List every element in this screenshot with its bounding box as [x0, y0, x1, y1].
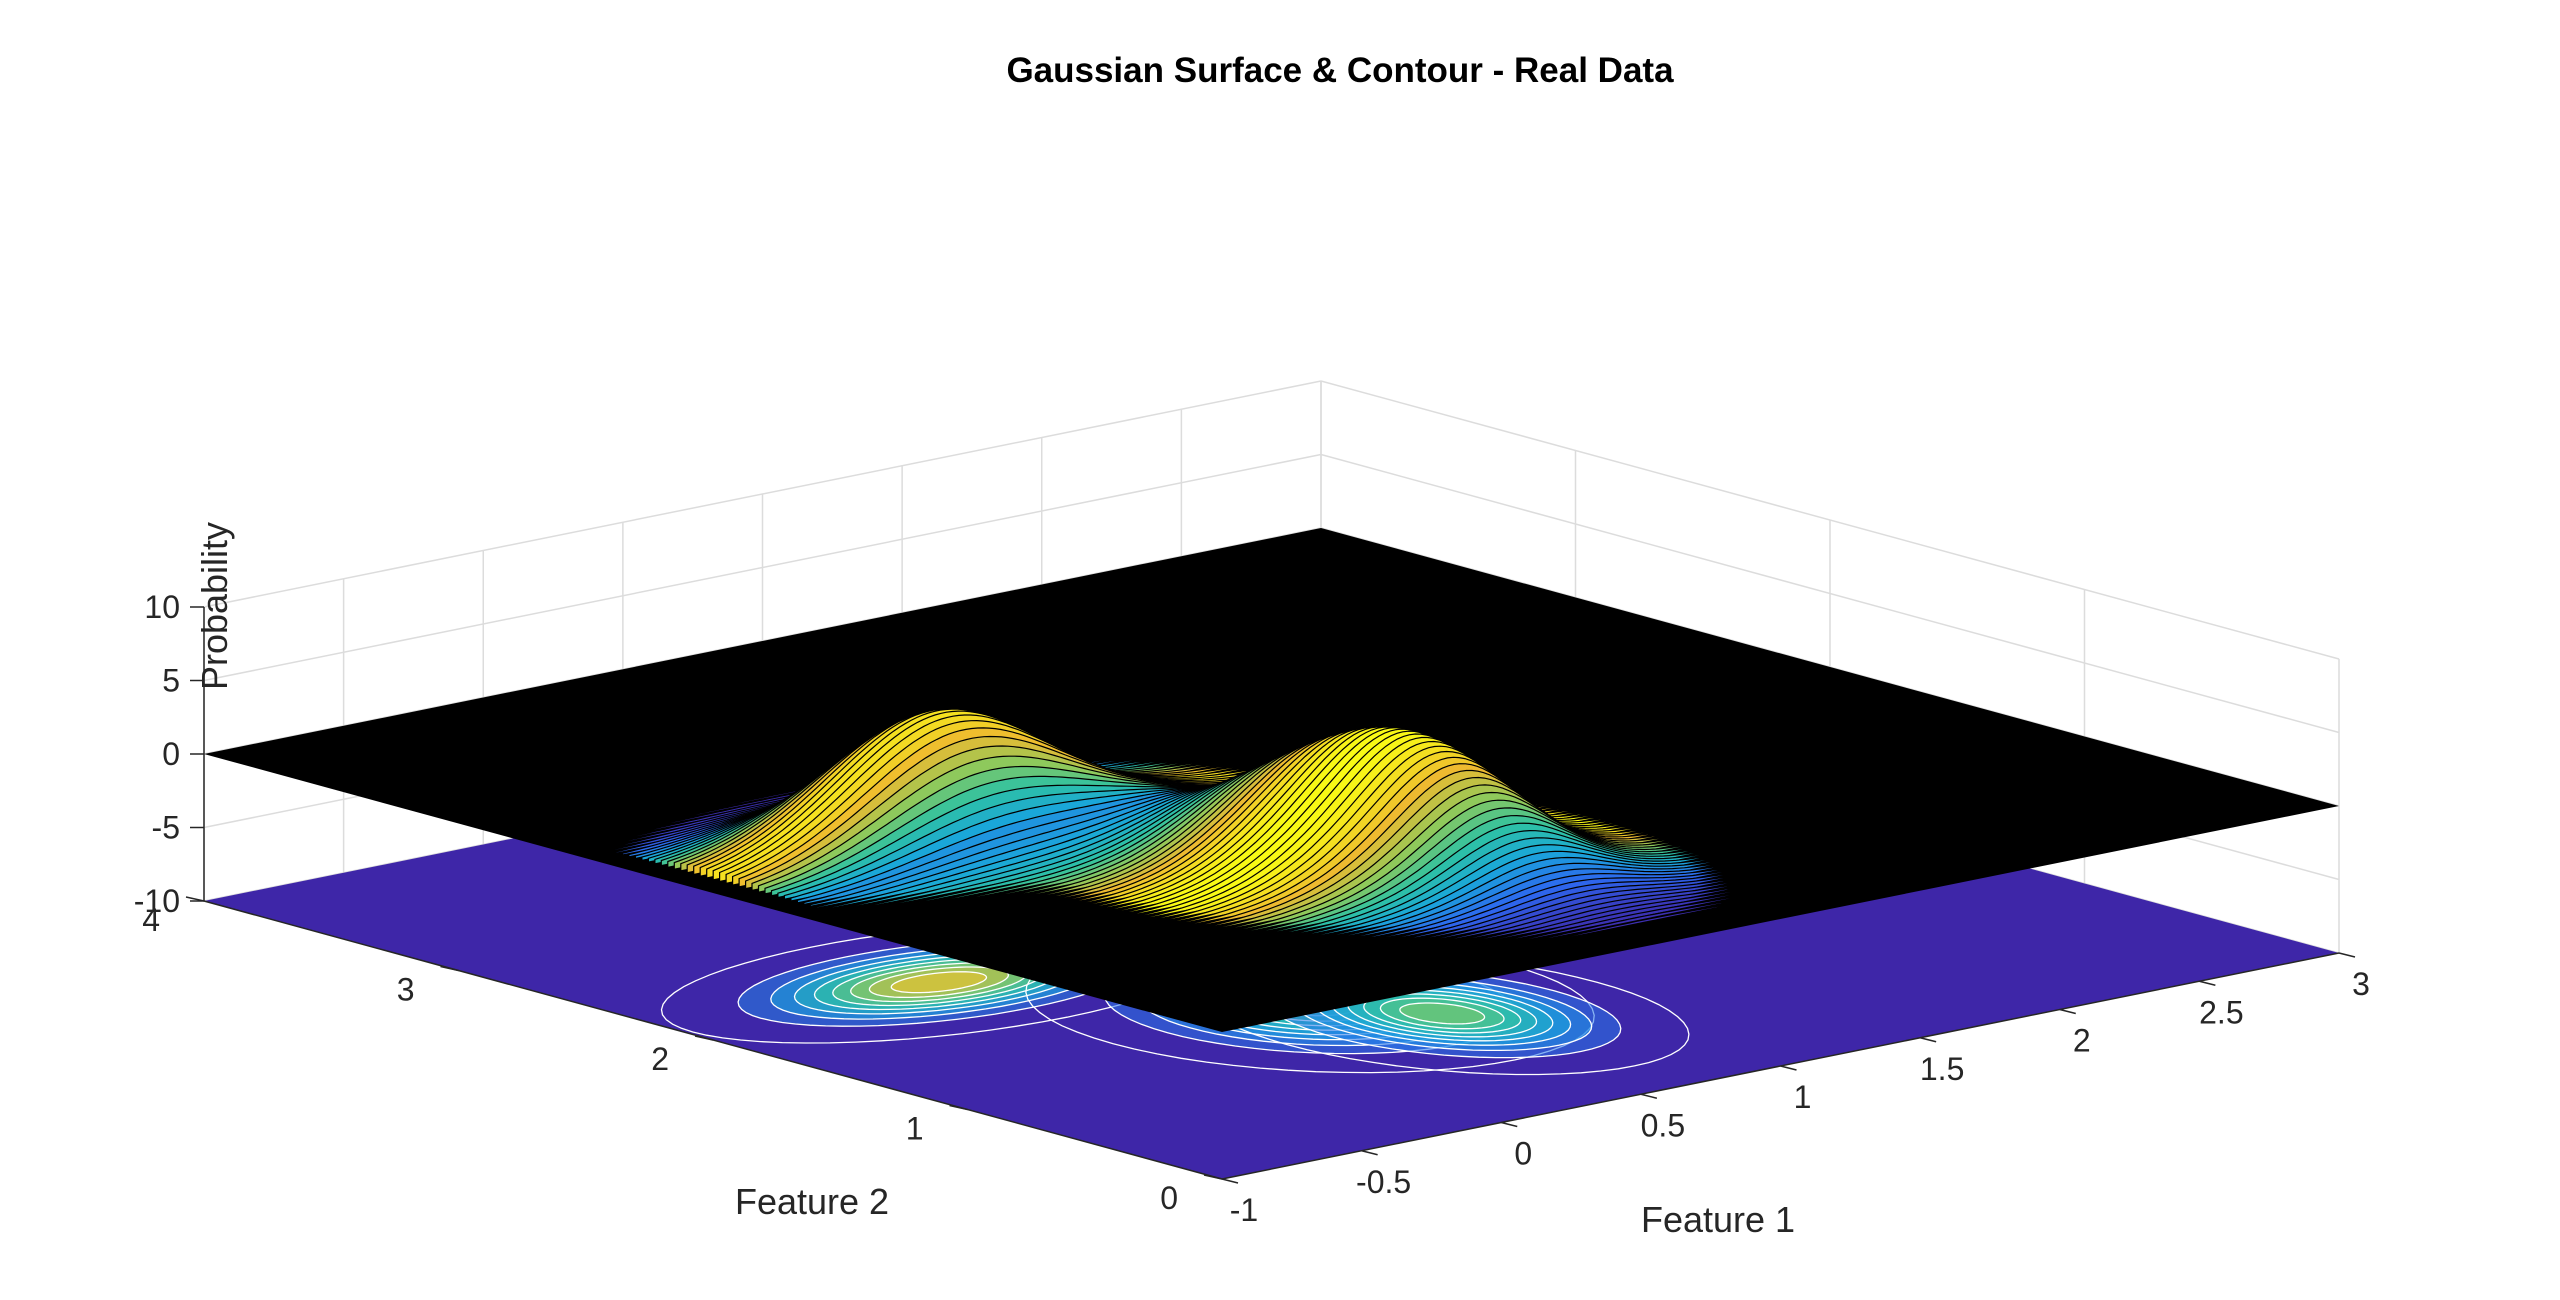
- y-tick: [694, 1035, 714, 1041]
- y-tick: [1203, 1174, 1223, 1180]
- x-tick: [1640, 1093, 1658, 1099]
- z-tick-label: 10: [144, 589, 180, 625]
- axes: -1 -0.5 0 0.5 1 1.5 2 2.5 3 0 1 2 3 4-10 -5 0 5 10: [134, 589, 2370, 1228]
- y-tick: [440, 965, 459, 972]
- x-tick-label: 0: [1514, 1136, 1532, 1172]
- surface-strip: [1198, 870, 1898, 1013]
- x-tick: [1919, 1037, 1937, 1043]
- x-tick: [1501, 1121, 1518, 1128]
- contour-line: [890, 971, 988, 994]
- x-tick-label: 1.5: [1920, 1051, 1964, 1087]
- z-tick-label: 5: [162, 663, 180, 699]
- x-tick-label: -0.5: [1356, 1164, 1411, 1200]
- x-tick-label: -1: [1230, 1192, 1258, 1228]
- contour-line: [1399, 1002, 1486, 1025]
- surface-strip: [1179, 865, 1878, 1008]
- y-tick-label: 4: [142, 902, 160, 938]
- z-tick-label: -5: [152, 810, 180, 846]
- surface-strip: [1192, 868, 1891, 1012]
- x-tick-label: 2: [2073, 1023, 2091, 1059]
- y-tick-label: 2: [651, 1041, 669, 1077]
- gaussian-surface: [204, 528, 2339, 1032]
- x-axis-label: Feature 1: [1641, 1199, 1795, 1240]
- x-tick-label: 3: [2352, 966, 2370, 1002]
- x-tick: [2059, 1008, 2076, 1015]
- x-tick-label: 0.5: [1641, 1107, 1685, 1143]
- z-tick-label: -10: [134, 883, 180, 919]
- x-tick: [2199, 980, 2216, 986]
- x-tick-label: 2.5: [2199, 994, 2243, 1030]
- grid-line: [1320, 453, 2340, 734]
- surface-strip: [1147, 856, 1846, 999]
- z-tick-label: 0: [162, 736, 180, 772]
- y-axis-label: Feature 2: [735, 1181, 889, 1222]
- chart-title: Gaussian Surface & Contour - Real Data: [1006, 51, 1674, 90]
- grid-line: [203, 453, 1322, 682]
- z-axis-label: Probability: [194, 522, 235, 690]
- surface-strip: [1108, 845, 1807, 989]
- grid-line: [203, 380, 1322, 608]
- y-tick-label: 0: [1160, 1180, 1178, 1216]
- x-tick: [1221, 1178, 1239, 1184]
- surface-strip: [1185, 867, 1885, 1010]
- y-tick: [949, 1104, 968, 1111]
- y-tick-label: 3: [397, 972, 415, 1008]
- x-tick: [2338, 952, 2356, 958]
- surface-strip: [1134, 852, 1833, 996]
- y-tick-label: 1: [906, 1111, 924, 1147]
- x-tick-label: 1: [1794, 1079, 1812, 1115]
- x-tick: [1361, 1150, 1378, 1156]
- grid-line: [1320, 380, 2340, 660]
- x-tick: [1780, 1065, 1797, 1071]
